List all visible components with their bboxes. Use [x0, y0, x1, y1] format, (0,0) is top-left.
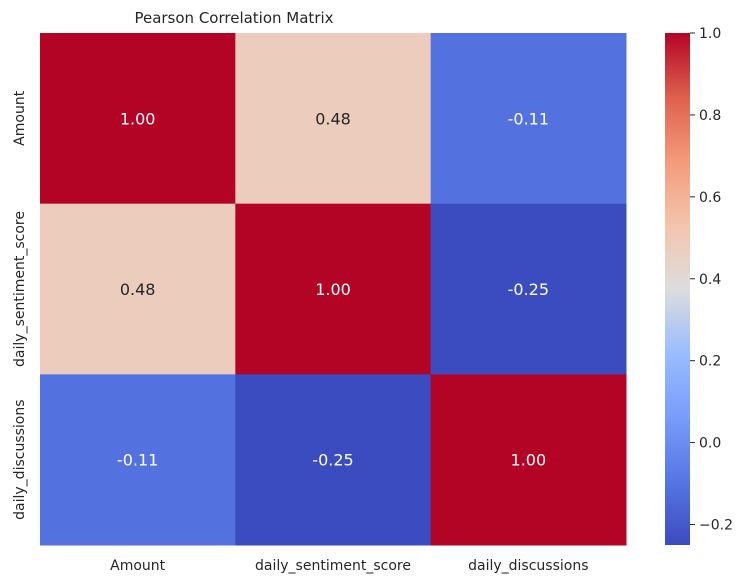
colorbar-tick-label: 0.2: [699, 354, 721, 370]
x-tick-label: Amount: [110, 558, 166, 574]
heatmap-cell: [430, 374, 627, 546]
heatmap-cell: [40, 374, 236, 546]
cell-value-label: -0.11: [508, 109, 549, 128]
cell-value-label: 1.00: [511, 451, 547, 470]
cell-value-label: -0.25: [508, 280, 549, 299]
colorbar-tick-label: 1.0: [699, 26, 721, 42]
cell-value-label: -0.25: [312, 451, 353, 470]
cell-value-label: -0.11: [117, 451, 158, 470]
x-tick-label: daily_sentiment_score: [255, 558, 411, 574]
heatmap-cell: [235, 33, 432, 205]
colorbar-tick-label: −0.2: [699, 518, 733, 534]
colorbar-tick-label: 0.0: [699, 436, 721, 452]
y-tick-label: daily_discussions: [12, 399, 28, 519]
heatmap-cell: [430, 33, 627, 205]
y-tick-label: Amount: [12, 90, 28, 146]
colorbar-gradient: [665, 33, 690, 545]
chart-title: Pearson Correlation Matrix: [134, 9, 333, 27]
heatmap-cell: [235, 374, 432, 546]
heatmap-cell: [430, 203, 627, 375]
colorbar-ticks: −0.2 0.0 0.2 0.4 0.6 0.8 1.0: [690, 26, 733, 534]
cell-value-label: 1.00: [120, 109, 156, 128]
y-axis-labels: Amount daily_sentiment_score daily_discuss…: [12, 90, 28, 520]
heatmap-cell: [40, 203, 236, 375]
heatmap-cells: 1.00 0.48 -0.11 0.48 1.00 -0.25 -0.11 -0.25 1.00: [40, 33, 627, 546]
colorbar: [665, 33, 690, 545]
heatmap-cell: [40, 33, 236, 205]
cell-value-label: 0.48: [120, 280, 156, 299]
y-tick-label: daily_sentiment_score: [12, 211, 28, 367]
x-axis-labels: Amount daily_sentiment_score daily_discuss…: [110, 558, 588, 574]
cell-value-label: 0.48: [315, 109, 351, 128]
x-tick-label: daily_discussions: [468, 558, 588, 574]
cell-value-label: 1.00: [315, 280, 351, 299]
colorbar-tick-label: 0.4: [699, 272, 721, 288]
colorbar-tick-label: 0.8: [699, 108, 721, 124]
colorbar-tick-label: 0.6: [699, 190, 721, 206]
heatmap-cell: [235, 203, 432, 375]
